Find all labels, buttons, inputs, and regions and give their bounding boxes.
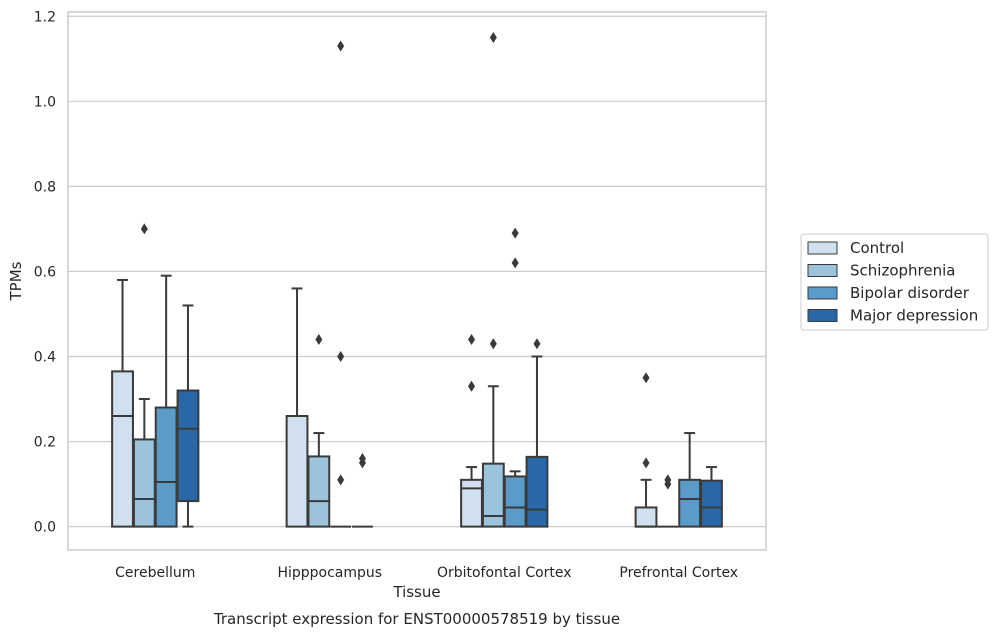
- legend-label: Control: [850, 239, 904, 257]
- box-1-1: [307, 333, 331, 528]
- outlier-point: [315, 333, 323, 345]
- box-body: [176, 389, 200, 503]
- y-tick-label: 0.2: [34, 435, 56, 451]
- box-0-2: [460, 333, 483, 528]
- box-0-0: [111, 278, 134, 528]
- outlier-point: [140, 223, 148, 235]
- y-tick-label: 1.0: [34, 94, 56, 110]
- box-3-1: [352, 453, 373, 528]
- box-1-2: [481, 32, 505, 528]
- x-tick-label: Cerebellum: [115, 565, 195, 581]
- outlier-point: [489, 338, 497, 350]
- box-2-2: [503, 227, 527, 528]
- box-body: [634, 506, 658, 528]
- legend-label: Schizophrenia: [850, 262, 955, 280]
- x-axis-title: Tissue: [392, 583, 440, 601]
- box-3-0: [176, 304, 200, 528]
- box-2-3: [678, 432, 702, 528]
- x-tick-label: Orbitofontal Cortex: [437, 565, 572, 581]
- box-body: [525, 455, 549, 528]
- y-tick-labels: 0.0 0.2 0.4 0.6 0.8 1.0 1.2: [34, 9, 56, 535]
- chart-title: Transcript expression for ENST0000057851…: [213, 610, 620, 628]
- box-body: [700, 479, 723, 528]
- y-tick-label: 0.0: [34, 520, 56, 536]
- box-1-3: [657, 474, 679, 528]
- x-tick-labels: Cerebellum Hipppocampus Orbitofontal Corte…: [115, 565, 738, 581]
- y-tick-label: 0.4: [34, 349, 56, 365]
- outlier-point: [337, 40, 345, 52]
- legend-item: Control: [807, 239, 904, 257]
- box-3-2: [525, 338, 549, 528]
- box-3-3: [700, 466, 723, 528]
- boxes: [111, 32, 723, 528]
- box-0-3: [634, 372, 658, 528]
- legend-swatch: [807, 264, 838, 277]
- outlier-point: [664, 474, 672, 486]
- legend-label: Major depression: [850, 307, 978, 325]
- x-tick-label: Prefrontal Cortex: [619, 565, 738, 581]
- outlier-point: [489, 32, 497, 44]
- box-1-0: [132, 223, 156, 528]
- outlier-point: [337, 474, 345, 486]
- box-body: [678, 478, 702, 528]
- box-2-1: [330, 40, 352, 528]
- box-body: [503, 475, 527, 528]
- outlier-point: [468, 333, 476, 345]
- box-body: [154, 406, 178, 528]
- y-tick-label: 0.8: [34, 179, 56, 195]
- legend-swatch: [807, 241, 838, 255]
- legend-item: Schizophrenia: [807, 262, 955, 280]
- box-body: [111, 370, 134, 528]
- y-tick-label: 0.6: [34, 264, 56, 280]
- box-body: [285, 415, 309, 528]
- x-tick-label: Hipppocampus: [277, 565, 382, 581]
- outlier-point: [511, 227, 519, 239]
- box-2-0: [154, 274, 178, 528]
- box-body: [132, 438, 156, 528]
- outlier-point: [337, 350, 345, 362]
- box-0-1: [285, 287, 309, 528]
- box-body: [460, 478, 483, 528]
- outlier-point: [642, 457, 650, 469]
- legend-swatch: [807, 286, 838, 300]
- box-body: [481, 462, 505, 528]
- legend-item: Bipolar disorder: [807, 284, 970, 302]
- outlier-point: [642, 372, 650, 384]
- plot-frame: [67, 11, 767, 551]
- legend: Control Schizophrenia Bipolar disorder Majo…: [800, 233, 989, 331]
- y-axis-title: TPMs: [7, 261, 25, 301]
- legend-frame: [800, 233, 989, 331]
- box-body: [307, 455, 331, 528]
- outlier-point: [511, 257, 519, 269]
- legend-item: Major depression: [807, 307, 978, 325]
- legend-swatch: [807, 309, 838, 322]
- y-tick-label: 1.2: [34, 9, 56, 25]
- outlier-point: [358, 453, 366, 465]
- outlier-point: [533, 338, 541, 350]
- outlier-point: [468, 380, 476, 392]
- legend-label: Bipolar disorder: [850, 284, 970, 302]
